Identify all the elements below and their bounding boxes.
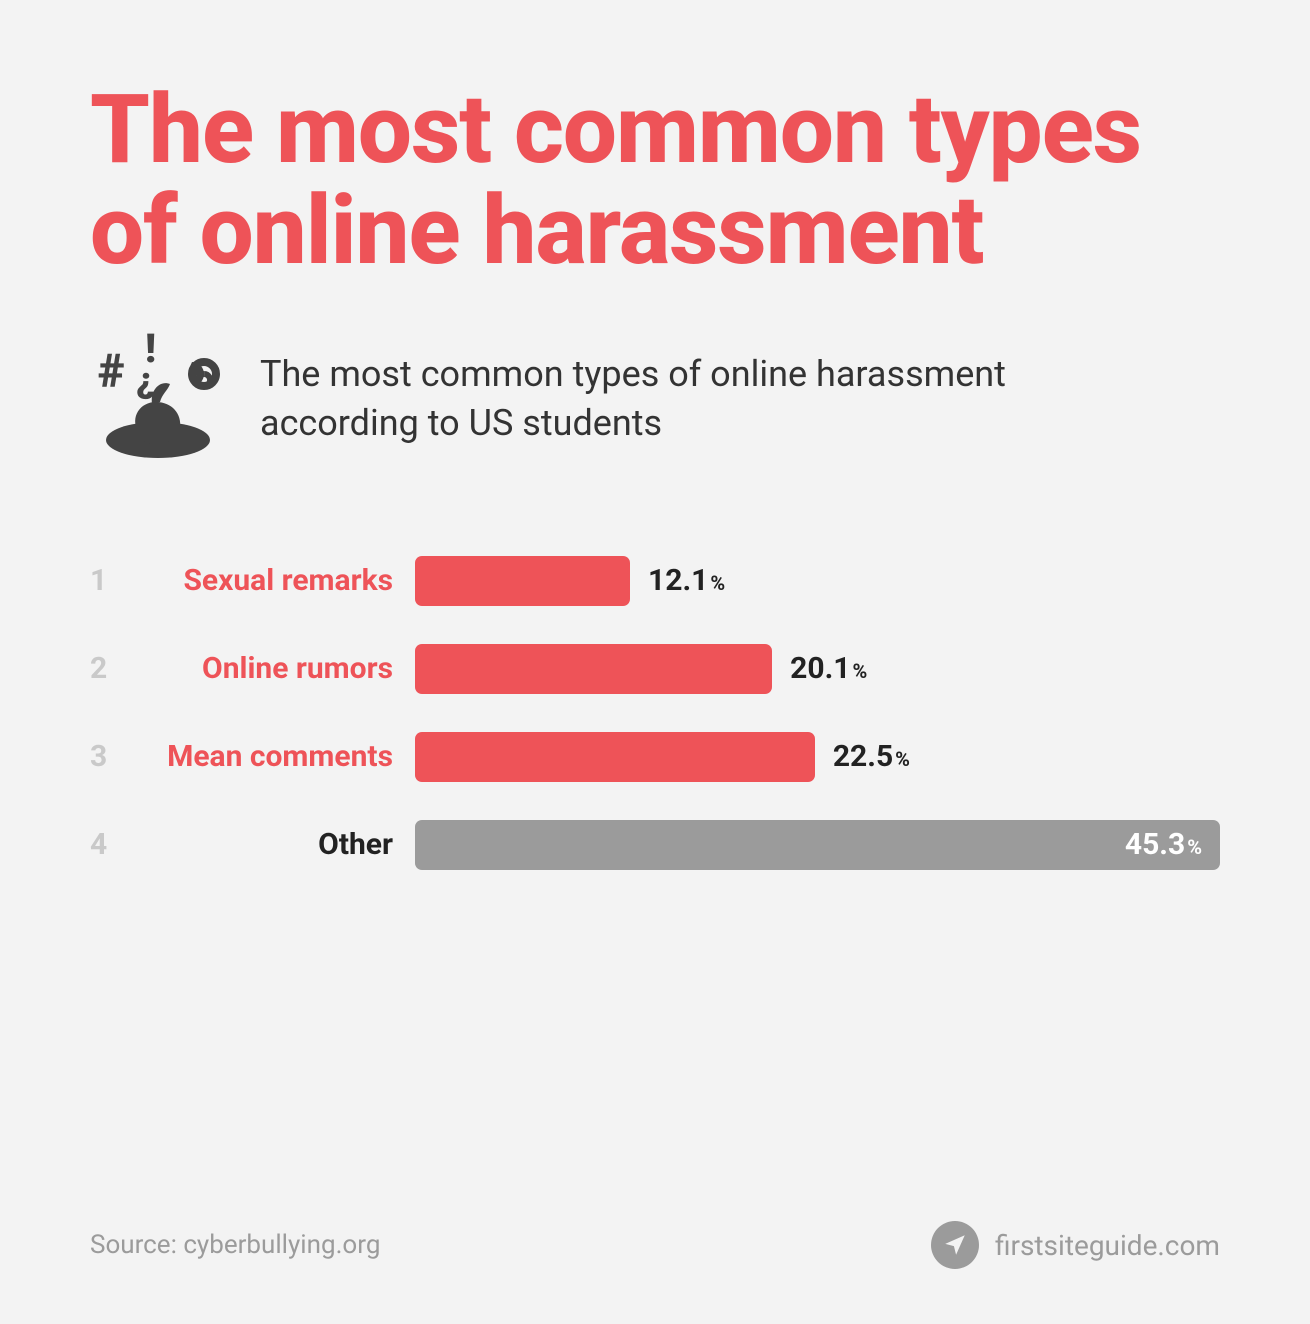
profanity-icon: # ! ¿ xyxy=(90,332,230,466)
bar-row: 2Online rumors 20.1% xyxy=(90,644,1220,694)
bar-value: 20.1% xyxy=(790,651,867,686)
infographic-card: The most common types of online harassme… xyxy=(0,0,1310,1324)
bar-label: Sexual remarks xyxy=(130,563,415,598)
bar-row: 3Mean comments 22.5% xyxy=(90,732,1220,782)
bar-label: Online rumors xyxy=(130,651,415,686)
bar-rank: 1 xyxy=(90,563,130,598)
bar-track: 22.5% xyxy=(415,732,1220,782)
source-text: Source: cyberbullying.org xyxy=(90,1230,380,1260)
bar-value: 22.5% xyxy=(833,739,910,774)
subtitle-row: # ! ¿ The most common types of online ha… xyxy=(90,332,1220,466)
bar-rank: 4 xyxy=(90,827,130,862)
bar-rank: 2 xyxy=(90,651,130,686)
chart-subtitle: The most common types of online harassme… xyxy=(260,350,1140,447)
bar-fill: 45.3% xyxy=(415,820,1220,870)
brand: firstsiteguide.com xyxy=(931,1221,1220,1269)
bar-chart: 1Sexual remarks 12.1% 2Online rumors 20.1% 3… xyxy=(90,556,1220,870)
svg-text:¿: ¿ xyxy=(136,359,154,401)
chart-title: The most common types of online harassme… xyxy=(90,80,1220,282)
bar-row: 4Other 45.3% xyxy=(90,820,1220,870)
source-prefix: Source: xyxy=(90,1230,183,1260)
bar-label: Other xyxy=(130,827,415,862)
bar-fill xyxy=(415,644,772,694)
footer: Source: cyberbullying.org firstsiteguide… xyxy=(90,1221,1220,1269)
bar-track: 20.1% xyxy=(415,644,1220,694)
bar-row: 1Sexual remarks 12.1% xyxy=(90,556,1220,606)
bar-rank: 3 xyxy=(90,739,130,774)
svg-text:#: # xyxy=(98,345,125,399)
bar-track: 45.3% xyxy=(415,820,1220,870)
bar-track: 12.1% xyxy=(415,556,1220,606)
bar-fill xyxy=(415,732,815,782)
source-name: cyberbullying.org xyxy=(183,1230,380,1260)
bar-value: 45.3% xyxy=(1125,827,1202,862)
bar-value: 12.1% xyxy=(648,563,725,598)
bar-label: Mean comments xyxy=(130,739,415,774)
paper-plane-icon xyxy=(931,1221,979,1269)
bar-fill xyxy=(415,556,630,606)
brand-label: firstsiteguide.com xyxy=(995,1229,1220,1262)
